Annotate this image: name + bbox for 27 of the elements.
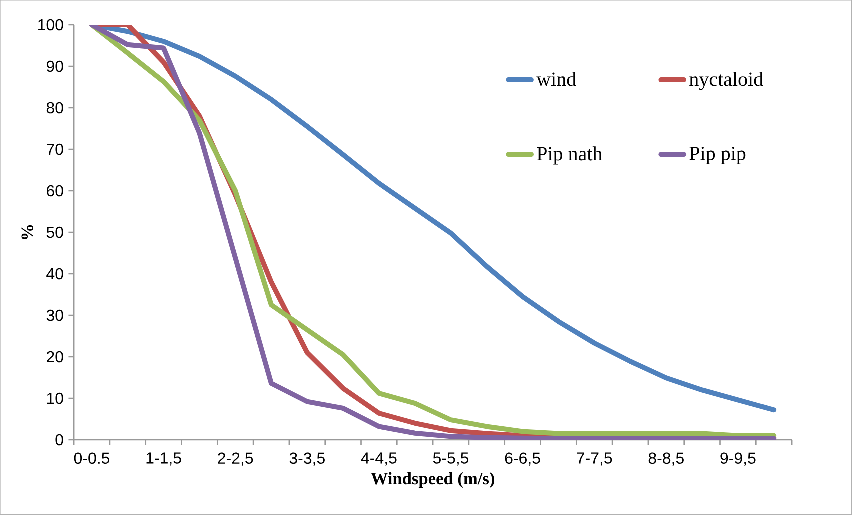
y-tick-label: 10 — [47, 392, 64, 404]
y-tick-label: 30 — [46, 310, 64, 322]
y-axis-title: % — [22, 225, 34, 240]
x-tick-label: 5-5,5 — [433, 452, 469, 466]
x-tick-label: 4-4,5 — [361, 452, 397, 466]
x-tick-label: 9-9,5 — [720, 452, 756, 466]
y-tick-label: 100 — [38, 19, 64, 31]
y-tick-label: 20 — [47, 351, 64, 363]
x-tick-label: 3-3,5 — [290, 452, 325, 466]
legend-label: Pip pip — [690, 146, 746, 164]
x-tick-label: 7-7,5 — [577, 452, 612, 466]
x-tick-label: 8-8,5 — [648, 452, 684, 466]
legend-label: wind — [536, 72, 576, 86]
y-tick-label: 0 — [56, 434, 64, 446]
x-tick-label: 0-0.5 — [74, 452, 110, 464]
y-tick-label: 90 — [46, 60, 64, 72]
y-tick-label: 80 — [46, 102, 64, 114]
y-tick-label: 50 — [46, 226, 64, 238]
x-axis-title: Windspeed (m/s) — [371, 472, 494, 488]
legend-label: nyctaloid — [690, 72, 764, 90]
y-tick-label: 40 — [46, 268, 64, 280]
y-tick-label: 60 — [47, 185, 64, 197]
y-tick-label: 70 — [47, 144, 64, 156]
x-tick-label: 2-2,5 — [218, 452, 254, 466]
legend-label: Pip nath — [537, 146, 602, 165]
x-tick-label: 6-6,5 — [505, 452, 540, 466]
x-tick-label: 1-1,5 — [146, 452, 182, 466]
